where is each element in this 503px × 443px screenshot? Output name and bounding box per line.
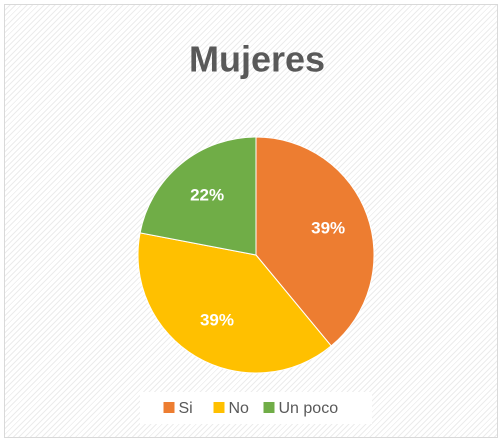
legend-swatch xyxy=(213,402,225,413)
pie-slice xyxy=(139,136,257,256)
legend-label: Un poco xyxy=(279,400,339,417)
legend-swatch xyxy=(263,402,275,413)
chart-title: Mujeres xyxy=(189,39,325,80)
legend-box xyxy=(140,392,372,424)
pie-slice xyxy=(137,232,332,374)
data-label: 22% xyxy=(190,185,224,204)
data-label: 39% xyxy=(200,311,234,330)
pie-slice xyxy=(255,136,375,347)
legend-label: Si xyxy=(179,400,193,417)
data-label: 39% xyxy=(311,219,345,238)
legend-label: No xyxy=(229,400,250,417)
legend-swatch xyxy=(163,402,175,413)
